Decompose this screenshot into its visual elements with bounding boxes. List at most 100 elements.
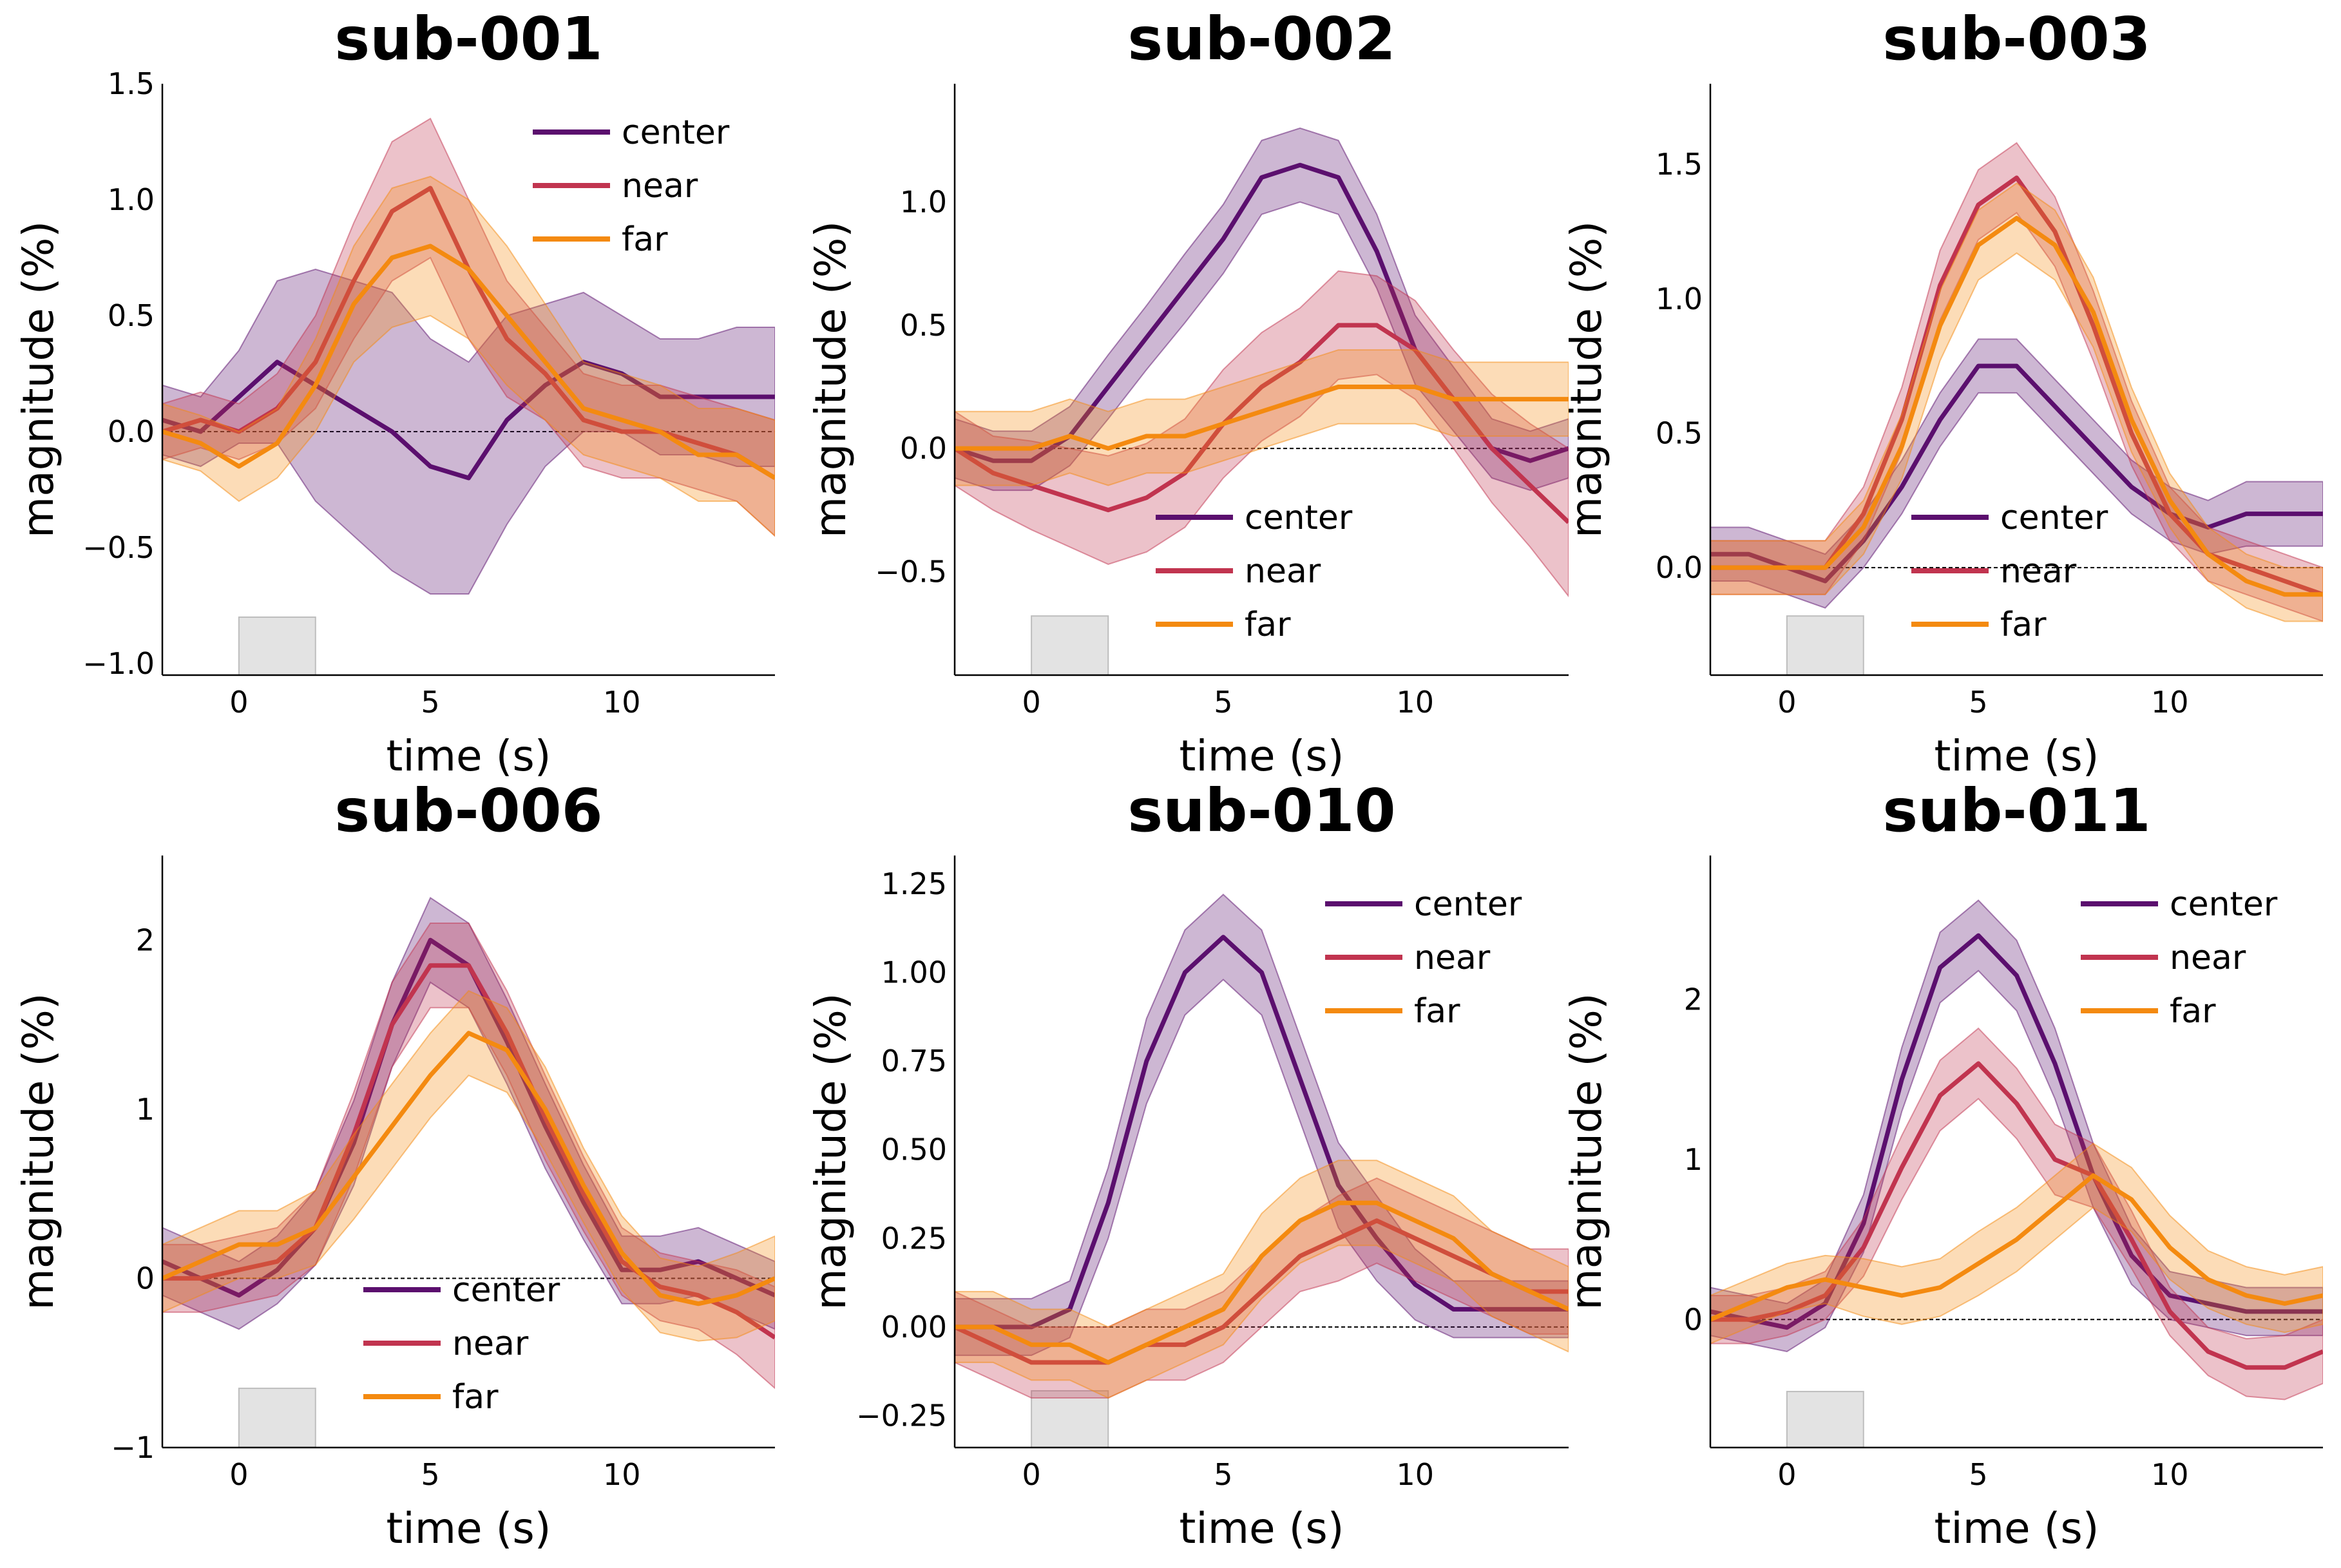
stimulus-box (1031, 615, 1109, 676)
legend: center near far (363, 1271, 560, 1417)
legend-label-near: near (2000, 552, 2077, 591)
x-tick-label: 5 (1969, 685, 1987, 720)
series-line-far (955, 1200, 1569, 1365)
legend: center near far (1325, 885, 1522, 1031)
error-band-near (162, 923, 775, 1390)
legend-label-far: far (1414, 992, 1460, 1031)
y-axis-label: magnitude (%) (14, 993, 63, 1310)
panel-title: sub-003 (1882, 5, 2150, 73)
legend: center near far (1911, 499, 2108, 644)
y-tick-label: 1.25 (881, 866, 947, 901)
x-tick-label: 10 (1396, 685, 1434, 720)
plot-area (162, 897, 775, 1390)
legend: center near far (533, 113, 730, 259)
y-tick-label: 2 (1684, 982, 1703, 1017)
legend-label-center: center (452, 1271, 560, 1310)
legend-label-near: near (1245, 552, 1321, 591)
y-axis-label: magnitude (%) (1562, 221, 1611, 538)
x-tick-label: 10 (2151, 685, 2189, 720)
series-line-center (1710, 933, 2323, 1330)
series-line-near (955, 1218, 1569, 1365)
panel-title: sub-001 (334, 5, 602, 73)
y-tick-label: 1.00 (881, 955, 947, 990)
legend-label-far: far (2000, 606, 2047, 644)
error-band-far (162, 175, 775, 537)
y-tick-label: 0 (136, 1261, 155, 1296)
x-tick-label: 5 (421, 1457, 439, 1492)
series-line-near (162, 963, 775, 1340)
y-axis-label: magnitude (%) (14, 221, 63, 538)
y-tick-label: 0.5 (1656, 416, 1703, 450)
series-line-near (955, 323, 1569, 524)
legend: center near far (2081, 885, 2278, 1031)
y-tick-label: 1 (1684, 1142, 1703, 1177)
x-tick-label: 0 (1777, 685, 1796, 720)
y-axis-label: magnitude (%) (1562, 993, 1611, 1310)
plot-area (1710, 899, 2323, 1401)
legend-label-center: center (1414, 885, 1522, 924)
legend-label-near: near (1414, 939, 1491, 977)
panel-sub-003: sub-003 0 5 10 0.0 0.5 1.0 1.5 time (s) magnitude… (1562, 5, 2323, 781)
stimulus-box (238, 617, 316, 676)
legend-label-center: center (2000, 499, 2108, 537)
error-band-far (955, 1160, 1569, 1399)
legend: center near far (1156, 499, 1353, 644)
y-tick-label: 2 (136, 923, 155, 957)
panel-sub-002: sub-002 0 5 10 −0.5 0.0 0.5 1.0 time (s) magnitud… (806, 5, 1569, 781)
y-tick-label: −0.25 (856, 1398, 947, 1433)
y-tick-label: −0.5 (875, 554, 947, 589)
y-tick-label: 0.5 (108, 298, 155, 333)
y-tick-label: 1.0 (1656, 282, 1703, 316)
error-band-far (1710, 1142, 2323, 1344)
x-tick-label: 0 (1022, 1457, 1040, 1492)
error-band-center (162, 897, 775, 1330)
x-tick-label: 10 (603, 685, 641, 720)
legend-label-far: far (452, 1378, 499, 1417)
y-axis-label: magnitude (%) (806, 221, 855, 538)
y-tick-label: 0.25 (881, 1221, 947, 1256)
x-axis-label: time (s) (387, 731, 551, 781)
y-tick-label: 0.0 (108, 414, 155, 449)
y-tick-label: −1.0 (82, 646, 155, 681)
x-tick-label: 10 (2151, 1457, 2189, 1492)
panel-sub-006: sub-006 0 5 10 −1 0 1 2 time (s) magnitude (%) cen… (14, 776, 775, 1553)
x-tick-label: 5 (1214, 1457, 1232, 1492)
x-tick-label: 0 (1022, 685, 1040, 720)
panel-title: sub-011 (1882, 776, 2150, 845)
series-line-far (1710, 216, 2323, 597)
stimulus-box (1786, 615, 1864, 676)
series-line-far (1710, 1173, 2323, 1322)
y-tick-label: −1 (111, 1430, 155, 1465)
y-tick-label: 1.0 (108, 182, 155, 217)
error-band-center (955, 127, 1569, 492)
x-axis-label: time (s) (1935, 731, 2099, 781)
error-band-center (1710, 899, 2323, 1353)
y-tick-label: −0.5 (82, 530, 155, 565)
x-tick-label: 5 (1214, 685, 1232, 720)
error-band-center (162, 268, 775, 595)
x-tick-label: 0 (229, 1457, 248, 1492)
legend-label-far: far (2170, 992, 2216, 1031)
y-tick-label: 0.00 (881, 1310, 947, 1344)
panel-sub-011: sub-011 0 5 10 0 1 2 time (s) magnitude (%) cente… (1562, 776, 2323, 1553)
x-axis-label: time (s) (387, 1504, 551, 1553)
panel-title: sub-010 (1127, 776, 1395, 845)
y-tick-label: 1 (136, 1092, 155, 1127)
x-tick-label: 10 (1396, 1457, 1434, 1492)
error-band-far (1710, 182, 2323, 622)
legend-label-center: center (622, 113, 730, 152)
series-line-center (1710, 363, 2323, 584)
stimulus-box (1786, 1391, 1864, 1449)
plot-area (955, 894, 1569, 1399)
legend-label-far: far (622, 220, 668, 259)
legend-label-near: near (452, 1324, 529, 1363)
y-tick-label: 1.5 (1656, 147, 1703, 182)
error-band-far (955, 349, 1569, 486)
x-tick-label: 10 (603, 1457, 641, 1492)
x-tick-label: 0 (1777, 1457, 1796, 1492)
series-line-far (162, 244, 775, 480)
y-tick-label: 0.75 (881, 1044, 947, 1078)
y-tick-label: 0 (1684, 1302, 1703, 1337)
plot-area (1710, 142, 2323, 622)
panel-title: sub-006 (334, 776, 602, 845)
